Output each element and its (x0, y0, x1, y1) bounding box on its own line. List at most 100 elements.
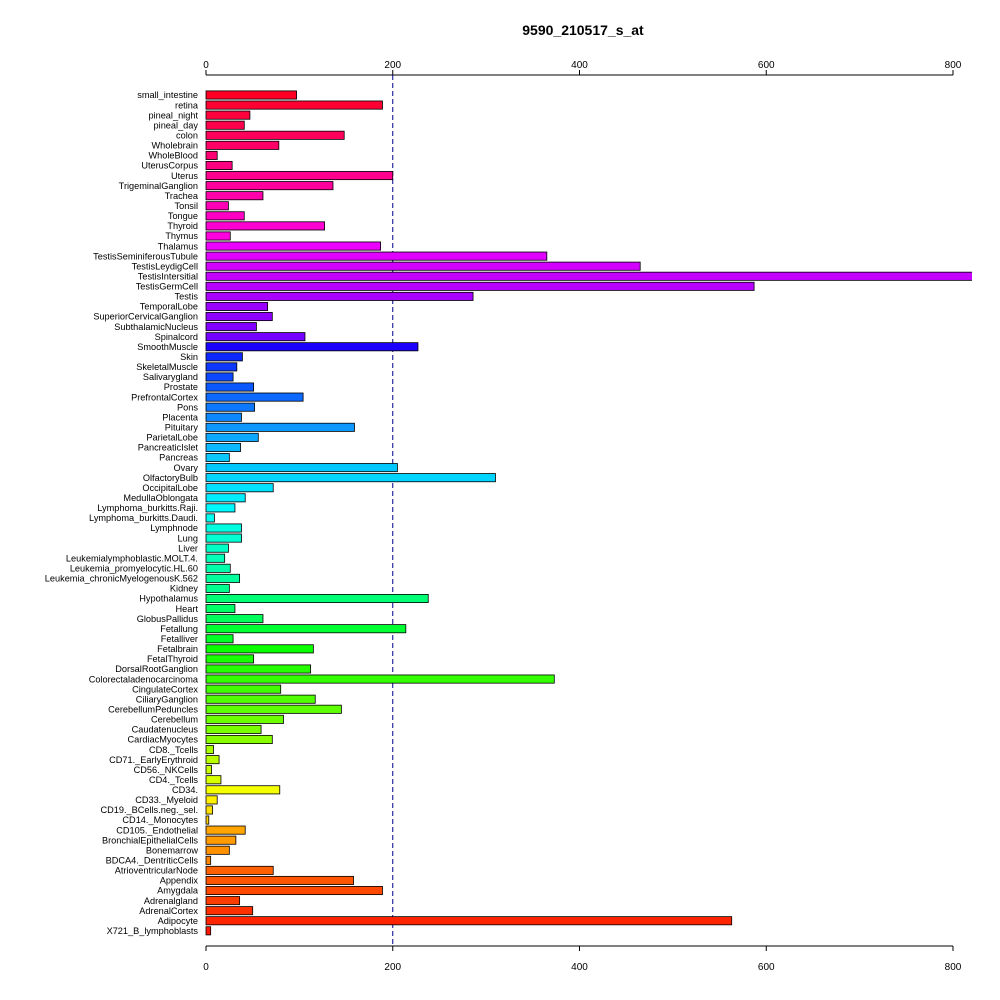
bar-Liver (205, 543, 229, 553)
category-label: TemporalLobe (140, 302, 198, 312)
bar-Thymus (205, 231, 231, 241)
category-label: Fetalliver (161, 634, 198, 644)
category-label: small_intestine (137, 90, 198, 100)
bar-Adrenalgland (205, 896, 241, 906)
category-label: Testis (175, 292, 199, 302)
bar-CardiacMyocytes (205, 734, 273, 744)
bar-OccipitalLobe (205, 483, 274, 493)
category-label: Thymus (165, 231, 198, 241)
category-label: TrigeminalGanglion (119, 181, 198, 191)
category-label: Amygdala (157, 886, 199, 896)
bar-Skin (205, 352, 243, 362)
category-label: CingulateCortex (132, 684, 198, 694)
bar-Appendix (205, 875, 354, 885)
category-label: PrefrontalCortex (131, 392, 198, 402)
category-label: Uterus (171, 171, 198, 181)
category-label: Liver (178, 543, 198, 553)
category-label: Spinalcord (155, 332, 198, 342)
bar-Pituitary (205, 422, 355, 432)
bar-Placenta (205, 412, 242, 422)
category-label: CD56._NKCells (134, 765, 199, 775)
category-label: FetalThyroid (147, 654, 198, 664)
bar-SkeletalMuscle (205, 362, 238, 372)
bar-TestisIntersitial (205, 271, 972, 281)
category-label: Wholebrain (152, 141, 198, 151)
category-label: pineal_day (154, 120, 199, 130)
category-label: Adrenalgland (144, 896, 198, 906)
bar-Lymphoma_burkitts.Raji. (205, 503, 236, 513)
category-label: Bonemarrow (146, 845, 198, 855)
bar-TemporalLobe (205, 301, 269, 311)
bar-Hypothalamus (205, 594, 429, 604)
bar-colon (205, 130, 345, 140)
bar-Testis (205, 291, 474, 301)
bottom-tick-label: 600 (758, 962, 775, 973)
bar-pineal_day (205, 120, 245, 130)
category-label: Pituitary (165, 423, 199, 433)
category-label: pineal_night (148, 110, 198, 120)
category-label: ParietalLobe (146, 433, 198, 443)
bar-Heart (205, 604, 236, 614)
bar-CD14._Monocytes (205, 815, 210, 825)
category-label: Cerebellum (151, 715, 198, 725)
category-label: Thyroid (167, 221, 198, 231)
bar-CD19._BCells.neg._sel. (205, 805, 213, 815)
bar-Thalamus (205, 241, 382, 251)
bar-CiliaryGanglion (205, 694, 316, 704)
bar-Leukemia_chronicMyelogenousK.562 (205, 573, 241, 583)
category-label: BronchialEpithelialCells (102, 835, 198, 845)
bar-Tonsil (205, 201, 229, 211)
category-label: Appendix (160, 876, 199, 886)
category-label: Salivarygland (143, 372, 198, 382)
bar-Spinalcord (205, 332, 306, 342)
bar-Caudatenucleus (205, 724, 262, 734)
bar-Cerebellum (205, 714, 284, 724)
category-label: AtrioventricularNode (115, 866, 198, 876)
category-label: BDCA4._DentriticCells (106, 856, 199, 866)
category-label: CD33._Myeloid (135, 795, 198, 805)
category-label: Trachea (165, 191, 199, 201)
bar-AdrenalCortex (205, 906, 254, 916)
bar-PrefrontalCortex (205, 392, 304, 402)
category-label: CD34. (172, 785, 198, 795)
category-label: Pancreas (159, 453, 198, 463)
bar-Lymphoma_burkitts.Daudi. (205, 513, 215, 523)
category-label: SubthalamicNucleus (114, 322, 198, 332)
bar-CD34. (205, 785, 281, 795)
bar-CingulateCortex (205, 684, 282, 694)
bar-CD33._Myeloid (205, 795, 218, 805)
bar-Ovary (205, 463, 398, 473)
bar-Kidney (205, 583, 230, 593)
bar-CD4._Tcells (205, 775, 222, 785)
bar-Fetalliver (205, 634, 234, 644)
category-label: Placenta (162, 412, 199, 422)
category-label: CerebellumPeduncles (108, 704, 198, 714)
bar-Fetalbrain (205, 644, 314, 654)
bar-CD105._Endothelial (205, 825, 246, 835)
bar-Adipocyte (205, 916, 733, 926)
bar-TrigeminalGanglion (205, 181, 334, 191)
category-label: X721_B_lymphoblasts (107, 926, 199, 936)
bar-TestisSeminiferousTubule (205, 251, 548, 261)
category-label: Skin (180, 352, 198, 362)
category-label: SmoothMuscle (137, 342, 198, 352)
bar-Colorectaladenocarcinoma (205, 674, 555, 684)
category-label: CD105._Endothelial (116, 825, 198, 835)
category-label: CiliaryGanglion (136, 694, 198, 704)
bar-OlfactoryBulb (205, 473, 496, 483)
category-label: Tongue (168, 211, 198, 221)
bar-Uterus (205, 171, 394, 181)
bar-Tongue (205, 211, 245, 221)
category-label: OlfactoryBulb (143, 473, 198, 483)
bar-SmoothMuscle (205, 342, 419, 352)
category-label: WholeBlood (148, 151, 198, 161)
bars-group (205, 90, 972, 936)
category-label: CardiacMyocytes (128, 735, 199, 745)
category-label: MedullaOblongata (123, 493, 198, 503)
bottom-tick-label: 400 (571, 962, 588, 973)
bar-Wholebrain (205, 140, 280, 150)
bar-Amygdala (205, 886, 383, 896)
bar-SuperiorCervicalGanglion (205, 312, 273, 322)
bar-Leukemialymphoblastic.MOLT.4. (205, 553, 226, 563)
